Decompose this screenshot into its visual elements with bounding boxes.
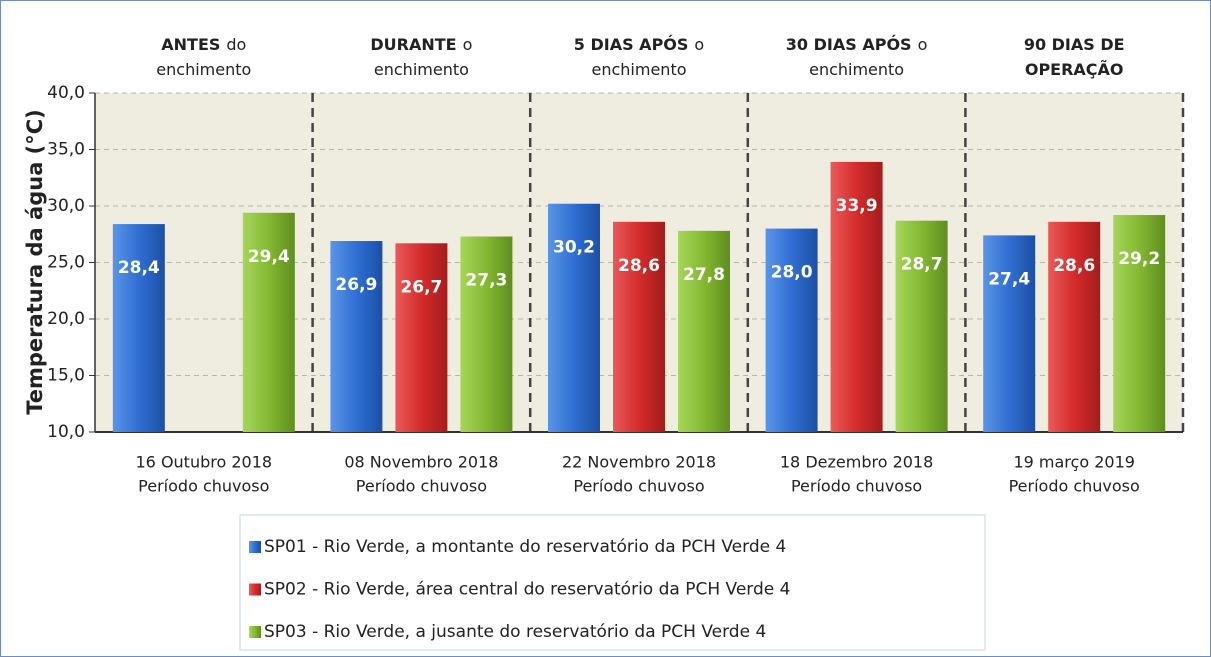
x-tick-note: Período chuvoso — [573, 477, 704, 496]
annotation-part: DURANTE — [370, 35, 456, 54]
y-tick-label: 15,0 — [47, 366, 85, 386]
bar — [613, 221, 665, 432]
annotation: 90 DIAS DE — [1024, 35, 1125, 54]
bar — [548, 203, 600, 432]
bar — [330, 241, 383, 432]
value-label: 29,2 — [1118, 249, 1160, 269]
x-tick-note: Período chuvoso — [138, 477, 269, 496]
annotation-part: OPERAÇÃO — [1025, 60, 1124, 79]
x-tick-label: 08 Novembro 2018 — [344, 453, 498, 472]
annotation-part: enchimento — [809, 60, 904, 79]
annotation: 5 DIAS APÓS o — [574, 35, 704, 54]
bar — [1113, 215, 1166, 432]
legend-swatch — [249, 541, 261, 553]
y-axis-title: Temperatura da água (°C) — [23, 109, 47, 415]
legend-label: SP01 - Rio Verde, a montante do reservat… — [264, 537, 786, 557]
y-tick-label: 25,0 — [47, 253, 85, 273]
annotation-part: enchimento — [156, 60, 251, 79]
x-tick-label: 19 março 2019 — [1013, 453, 1134, 472]
annotation: OPERAÇÃO — [1025, 60, 1124, 79]
annotation: enchimento — [809, 60, 904, 79]
value-label: 30,2 — [553, 238, 595, 258]
x-tick-label: 18 Dezembro 2018 — [780, 453, 933, 472]
annotation-part: 5 DIAS APÓS — [574, 35, 689, 54]
legend — [239, 514, 986, 651]
y-tick-label: 10,0 — [47, 422, 85, 442]
value-label: 26,9 — [335, 275, 377, 295]
legend-swatch — [249, 583, 261, 596]
annotation: ANTES do — [161, 35, 246, 54]
annotation-part: ANTES — [161, 35, 220, 54]
bar — [983, 235, 1036, 432]
bar — [242, 212, 295, 432]
value-label: 28,7 — [901, 255, 943, 275]
value-label: 28,0 — [771, 263, 813, 283]
annotation: 30 DIAS APÓS o — [786, 35, 928, 54]
legend-label: SP03 - Rio Verde, a jusante do reservató… — [264, 622, 766, 642]
y-tick-label: 40,0 — [47, 83, 85, 103]
annotation-part: o — [918, 35, 928, 54]
annotation: enchimento — [592, 60, 687, 79]
bar — [830, 161, 883, 432]
bar — [678, 230, 730, 432]
value-label: 27,8 — [683, 265, 725, 285]
bar — [765, 228, 818, 432]
x-tick-label: 16 Outubro 2018 — [136, 453, 273, 472]
value-label: 33,9 — [836, 196, 878, 216]
annotation-part: enchimento — [374, 60, 469, 79]
annotation-part: enchimento — [592, 60, 687, 79]
y-tick-label: 20,0 — [47, 309, 85, 329]
value-label: 28,4 — [118, 258, 160, 278]
bar — [1048, 221, 1101, 432]
bar — [460, 236, 513, 432]
value-label: 29,4 — [248, 247, 290, 267]
bar — [112, 224, 165, 432]
annotation: enchimento — [156, 60, 251, 79]
value-label: 27,4 — [988, 269, 1030, 289]
y-tick-label: 35,0 — [47, 140, 85, 160]
bar — [895, 220, 948, 432]
bar — [395, 243, 448, 432]
x-tick-label: 22 Novembro 2018 — [562, 453, 716, 472]
y-tick-label: 30,0 — [47, 196, 85, 216]
annotation-part: o — [463, 35, 473, 54]
legend-swatch — [249, 626, 261, 638]
x-tick-note: Período chuvoso — [1009, 477, 1140, 496]
annotation-part: 30 DIAS APÓS — [786, 35, 912, 54]
x-tick-note: Período chuvoso — [356, 477, 487, 496]
x-tick-note: Período chuvoso — [791, 477, 922, 496]
annotation-part: 90 DIAS DE — [1024, 35, 1125, 54]
annotation-part: o — [694, 35, 704, 54]
legend-label: SP02 - Rio Verde, área central do reserv… — [264, 580, 790, 600]
annotation-part: do — [226, 35, 246, 54]
value-label: 28,6 — [1053, 256, 1095, 276]
annotation: enchimento — [374, 60, 469, 79]
value-label: 27,3 — [465, 271, 507, 291]
annotation: DURANTE o — [370, 35, 472, 54]
value-label: 26,7 — [400, 277, 442, 297]
value-label: 28,6 — [618, 256, 660, 276]
